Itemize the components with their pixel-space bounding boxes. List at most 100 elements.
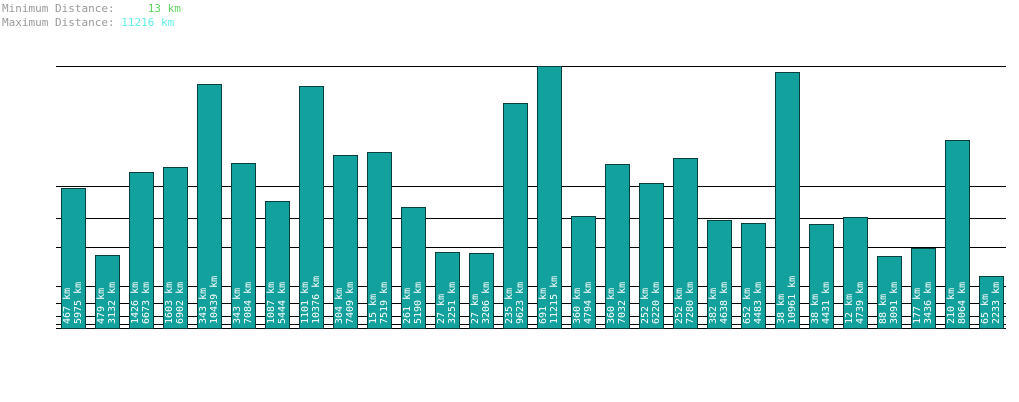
- bar-high-label: 10439 km: [209, 276, 220, 324]
- distance-bar-group: 27 km 3206 km: [469, 253, 494, 329]
- distance-bar: [61, 188, 86, 329]
- bar-high-label: 8064 km: [957, 282, 968, 324]
- distance-bar: [707, 220, 732, 329]
- bar-high-label: 7084 km: [243, 282, 254, 324]
- distance-bar-group: 38 km 10961 km: [775, 72, 800, 329]
- distance-bar-group: 235 km 9623 km: [503, 103, 528, 329]
- bar-low-label: 343 km: [198, 288, 209, 324]
- bar-low-label: 235 km: [504, 288, 515, 324]
- bar-high-label: 4483 km: [753, 282, 764, 324]
- distance-bar-group: 382 km 4638 km: [707, 220, 732, 329]
- distance-bar-group: 1603 km 6902 km: [163, 167, 188, 329]
- distance-bar: [605, 164, 630, 329]
- distance-bar-group: 360 km 7032 km: [605, 164, 630, 329]
- bar-low-label: 15 km: [368, 294, 379, 324]
- bar-high-label: 6673 km: [141, 282, 152, 324]
- bar-low-label: 1603 km: [164, 282, 175, 324]
- distance-bar: [265, 201, 290, 329]
- min-distance-label: Minimum Distance:: [2, 2, 115, 15]
- bar-high-label: 3251 km: [447, 282, 458, 324]
- distance-bar-group: 652 km 4483 km: [741, 223, 766, 329]
- distance-bar: [639, 183, 664, 329]
- bar-high-label: 5190 km: [413, 282, 424, 324]
- bar-low-label: 12 km: [844, 294, 855, 324]
- bar-low-label: 652 km: [742, 288, 753, 324]
- distance-bar-group: 261 km 5190 km: [401, 207, 426, 329]
- bar-high-label: 5975 km: [73, 282, 84, 324]
- max-distance-label: Maximum Distance:: [2, 16, 115, 29]
- distance-bar: [333, 155, 358, 329]
- distance-bar: [129, 172, 154, 329]
- bar-high-label: 3436 km: [923, 282, 934, 324]
- distance-bar-group: 467 km 5975 km: [61, 188, 86, 329]
- distance-bar: [401, 207, 426, 329]
- bar-low-label: 252 km: [674, 288, 685, 324]
- bar-high-label: 6220 km: [651, 282, 662, 324]
- bar-low-label: 1101 km: [300, 282, 311, 324]
- bars: 467 km 5975 km 479 km 3132 km 1426 km 6673 km…: [61, 66, 1004, 329]
- distance-bar-group: 360 km 4794 km: [571, 216, 596, 329]
- bar-low-label: 1087 km: [266, 282, 277, 324]
- bar-high-label: 11215 km: [549, 276, 560, 324]
- bar-high-label: 3206 km: [481, 282, 492, 324]
- distance-summary: Minimum Distance: 13 km Maximum Distance…: [2, 2, 181, 30]
- distance-bar-group: 691 km 11215 km: [537, 66, 562, 329]
- distance-bar: [299, 86, 324, 329]
- bar-low-label: 1426 km: [130, 282, 141, 324]
- distance-bar: [95, 255, 120, 329]
- distance-bar-group: 210 km 8064 km: [945, 140, 970, 329]
- bar-high-label: 4638 km: [719, 282, 730, 324]
- distance-bar: [945, 140, 970, 329]
- distance-bar: [843, 217, 868, 329]
- distance-bar: [197, 84, 222, 329]
- bar-high-label: 7032 km: [617, 282, 628, 324]
- distance-bar-group: 27 km 3251 km: [435, 252, 460, 329]
- bar-high-label: 9623 km: [515, 282, 526, 324]
- distance-bar-group: 252 km 6220 km: [639, 183, 664, 329]
- bar-low-label: 252 km: [640, 288, 651, 324]
- min-distance-value: 13 km: [147, 2, 181, 15]
- bar-low-label: 691 km: [538, 288, 549, 324]
- distance-bar: [503, 103, 528, 329]
- bar-low-label: 304 km: [334, 288, 345, 324]
- distance-bar-group: 479 km 3132 km: [95, 255, 120, 329]
- distance-bar: [741, 223, 766, 329]
- bar-low-label: 65 km: [980, 294, 991, 324]
- bar-low-label: 382 km: [708, 288, 719, 324]
- bar-low-label: 479 km: [96, 288, 107, 324]
- bar-high-label: 10961 km: [787, 276, 798, 324]
- distance-bar-group: 65 km 2233 km: [979, 276, 1004, 329]
- bar-low-label: 38 km: [776, 294, 787, 324]
- bar-low-label: 27 km: [436, 294, 447, 324]
- distance-bar: [571, 216, 596, 329]
- bar-high-label: 10376 km: [311, 276, 322, 324]
- bar-high-label: 7409 km: [345, 282, 356, 324]
- distance-bar-group: 304 km 7409 km: [333, 155, 358, 329]
- bar-low-label: 38 km: [810, 294, 821, 324]
- distance-bar-group: 1087 km 5444 km: [265, 201, 290, 329]
- distance-bar: [367, 152, 392, 329]
- distance-bar-group: 343 km 10439 km: [197, 84, 222, 329]
- distance-bar-group: 88 km 3091 km: [877, 256, 902, 329]
- bar-high-label: 7280 km: [685, 282, 696, 324]
- distance-bar-group: 15 km 7519 km: [367, 152, 392, 329]
- bar-high-label: 7519 km: [379, 282, 390, 324]
- bar-low-label: 177 km: [912, 288, 923, 324]
- bar-high-label: 4431 km: [821, 282, 832, 324]
- bar-low-label: 467 km: [62, 288, 73, 324]
- bar-low-label: 210 km: [946, 288, 957, 324]
- distance-bar-group: 343 km 7084 km: [231, 163, 256, 329]
- bar-low-label: 88 km: [878, 294, 889, 324]
- distance-bar: [809, 224, 834, 329]
- bar-low-label: 343 km: [232, 288, 243, 324]
- distance-bar-group: 252 km 7280 km: [673, 158, 698, 329]
- distance-bar: [877, 256, 902, 329]
- bar-low-label: 261 km: [402, 288, 413, 324]
- bar-low-label: 360 km: [606, 288, 617, 324]
- distance-bar: [911, 248, 936, 329]
- distance-bar-group: 1101 km 10376 km: [299, 86, 324, 329]
- distance-bar: [979, 276, 1004, 329]
- distance-bar-group: 177 km 3436 km: [911, 248, 936, 329]
- distance-bar: [231, 163, 256, 329]
